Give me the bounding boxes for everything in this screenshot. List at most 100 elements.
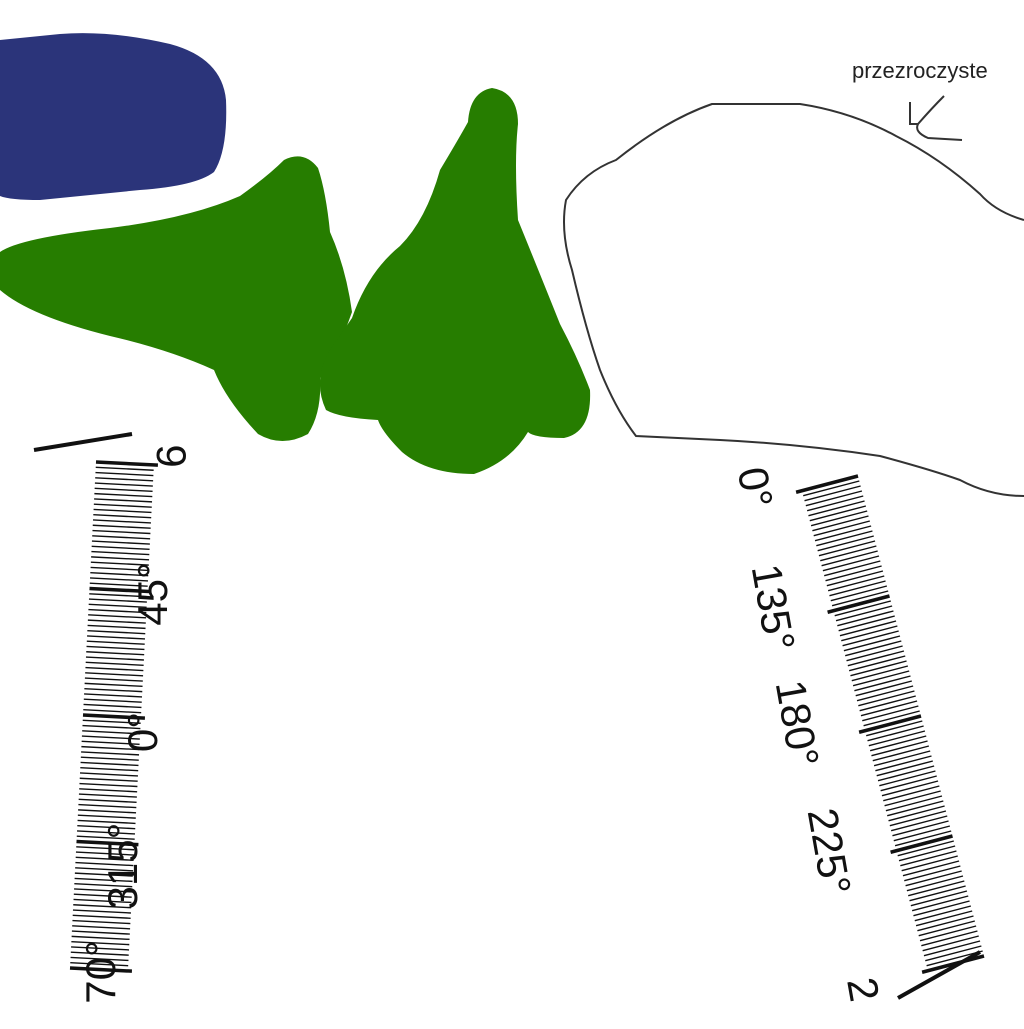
right-scale-tick-81	[908, 880, 965, 897]
right-scale-tick-19	[826, 570, 884, 587]
right-scale-tick-0	[795, 474, 859, 494]
right-scale-label-135: 135°	[743, 561, 804, 655]
left-scale-tick-83	[73, 898, 132, 904]
right-scale-tick-60	[880, 775, 937, 792]
left-scale-tick-84	[73, 904, 132, 909]
left-scale-tick-41	[84, 677, 143, 682]
green-shape-right-lobe[interactable]	[319, 88, 591, 474]
left-scale-label-70: 70°	[77, 940, 124, 1004]
right-scale-tick-38	[851, 665, 909, 682]
right-scale-tick-71	[894, 830, 952, 847]
left-scale-tick-63	[78, 793, 137, 798]
left-scale-tick-35	[86, 645, 145, 651]
left-scale-tick-44	[84, 693, 143, 698]
right-scale-tick-84	[911, 895, 969, 912]
left-scale-tick-59	[79, 772, 138, 777]
right-scale-tick-28	[838, 615, 895, 632]
left-scale-tick-51	[82, 730, 141, 735]
left-scale-tick-28	[88, 608, 147, 614]
left-scale-tick-46	[83, 703, 142, 709]
right-scale-tick-31	[842, 630, 899, 647]
right-scale-tick-47	[863, 710, 920, 727]
right-scale-tick-24	[827, 594, 890, 614]
right-scale-tick-15	[821, 550, 878, 567]
right-scale	[795, 474, 985, 974]
left-scale-label-0: 0°	[119, 712, 166, 752]
right-scale-tick-66	[888, 805, 945, 822]
left-scale-tick-62	[79, 788, 138, 793]
transparent-outline-shape[interactable]	[563, 103, 1024, 497]
right-scale-tick-9	[813, 520, 870, 537]
left-scale-tick-20	[90, 566, 149, 572]
right-scale-tick-59	[879, 770, 936, 787]
left-scale-tick-96	[69, 966, 133, 973]
left-scale-tick-17	[91, 550, 150, 556]
left-scale-tick-79	[74, 877, 133, 883]
left-scale-tick-52	[81, 735, 140, 740]
left-scale-tick-75	[75, 856, 134, 861]
left-scale-tick-93	[70, 951, 129, 956]
right-scale-tick-89	[918, 920, 975, 937]
green-shape-left-lobe[interactable]	[0, 156, 352, 441]
left-scale-tick-37	[85, 656, 144, 661]
right-scale-tick-86	[914, 905, 972, 922]
right-scale-tick-72	[890, 834, 953, 854]
left-scale-tick-77	[75, 867, 134, 872]
right-scale-tick-21	[829, 580, 886, 597]
blue-shape[interactable]	[0, 33, 227, 200]
left-scale-tick-23	[89, 582, 148, 587]
left-scale-tick-5	[94, 487, 153, 493]
right-scale-tick-94	[925, 945, 982, 962]
left-scale-tick-70	[77, 830, 136, 835]
left-scale-tick-64	[78, 798, 137, 804]
left-scale-tick-57	[80, 761, 139, 767]
left-scale-tick-14	[92, 535, 151, 540]
right-scale-tick-16	[822, 555, 880, 572]
left-scale-tick-80	[74, 882, 133, 888]
left-scale-tick-39	[85, 666, 144, 672]
left-scale-tick-76	[75, 861, 134, 867]
right-scale-tick-12	[817, 535, 874, 552]
left-scale-tick-73	[76, 846, 135, 851]
right-scale-tick-4	[806, 495, 864, 512]
left-scale-tick-95	[70, 962, 129, 967]
right-scale-tick-77	[902, 860, 960, 877]
left-scale-tick-22	[90, 577, 149, 582]
right-scale-tick-46	[862, 705, 919, 722]
left-scale-tick-88	[72, 925, 131, 930]
left-scale-tick-12	[92, 524, 151, 529]
left-scale-tick-54	[81, 745, 140, 751]
right-scale-tick-82	[909, 885, 966, 902]
right-scale-tick-3	[805, 490, 863, 507]
right-scale-tick-65	[887, 800, 944, 817]
right-scale-tick-40	[854, 675, 911, 692]
right-scale-tick-35	[847, 650, 905, 667]
left-scale-tick-10	[93, 514, 152, 519]
left-scale-tick-2	[95, 471, 154, 477]
right-scale-tick-49	[866, 720, 923, 737]
right-scale-tick-8	[812, 515, 869, 532]
left-scale-tick-65	[78, 803, 137, 809]
right-scale-label-2: 2	[838, 974, 888, 1005]
right-scale-tick-50	[867, 725, 924, 742]
annotation-label: przezroczyste	[852, 58, 988, 83]
right-scale-tick-42	[856, 685, 914, 702]
right-scale-tick-5	[808, 500, 865, 517]
left-scale-tick-27	[88, 603, 147, 608]
right-scale-tick-79	[905, 870, 962, 887]
right-scale-tick-30	[841, 625, 898, 642]
left-scale-tick-29	[88, 614, 147, 619]
left-scale-tick-69	[77, 824, 136, 830]
left-scale-tick-13	[92, 529, 151, 535]
right-scale-tick-34	[846, 645, 903, 662]
left-scale-tick-31	[87, 624, 146, 630]
right-scale-tick-25	[834, 600, 891, 617]
left-scale-tick-94	[70, 956, 129, 962]
left-scale-tick-85	[72, 909, 131, 914]
right-scale-tick-83	[910, 890, 968, 907]
right-scale-tick-88	[917, 915, 974, 932]
right-scale-tick-6	[809, 505, 867, 522]
right-scale-tick-7	[810, 510, 868, 527]
right-scale-tick-70	[893, 825, 951, 842]
